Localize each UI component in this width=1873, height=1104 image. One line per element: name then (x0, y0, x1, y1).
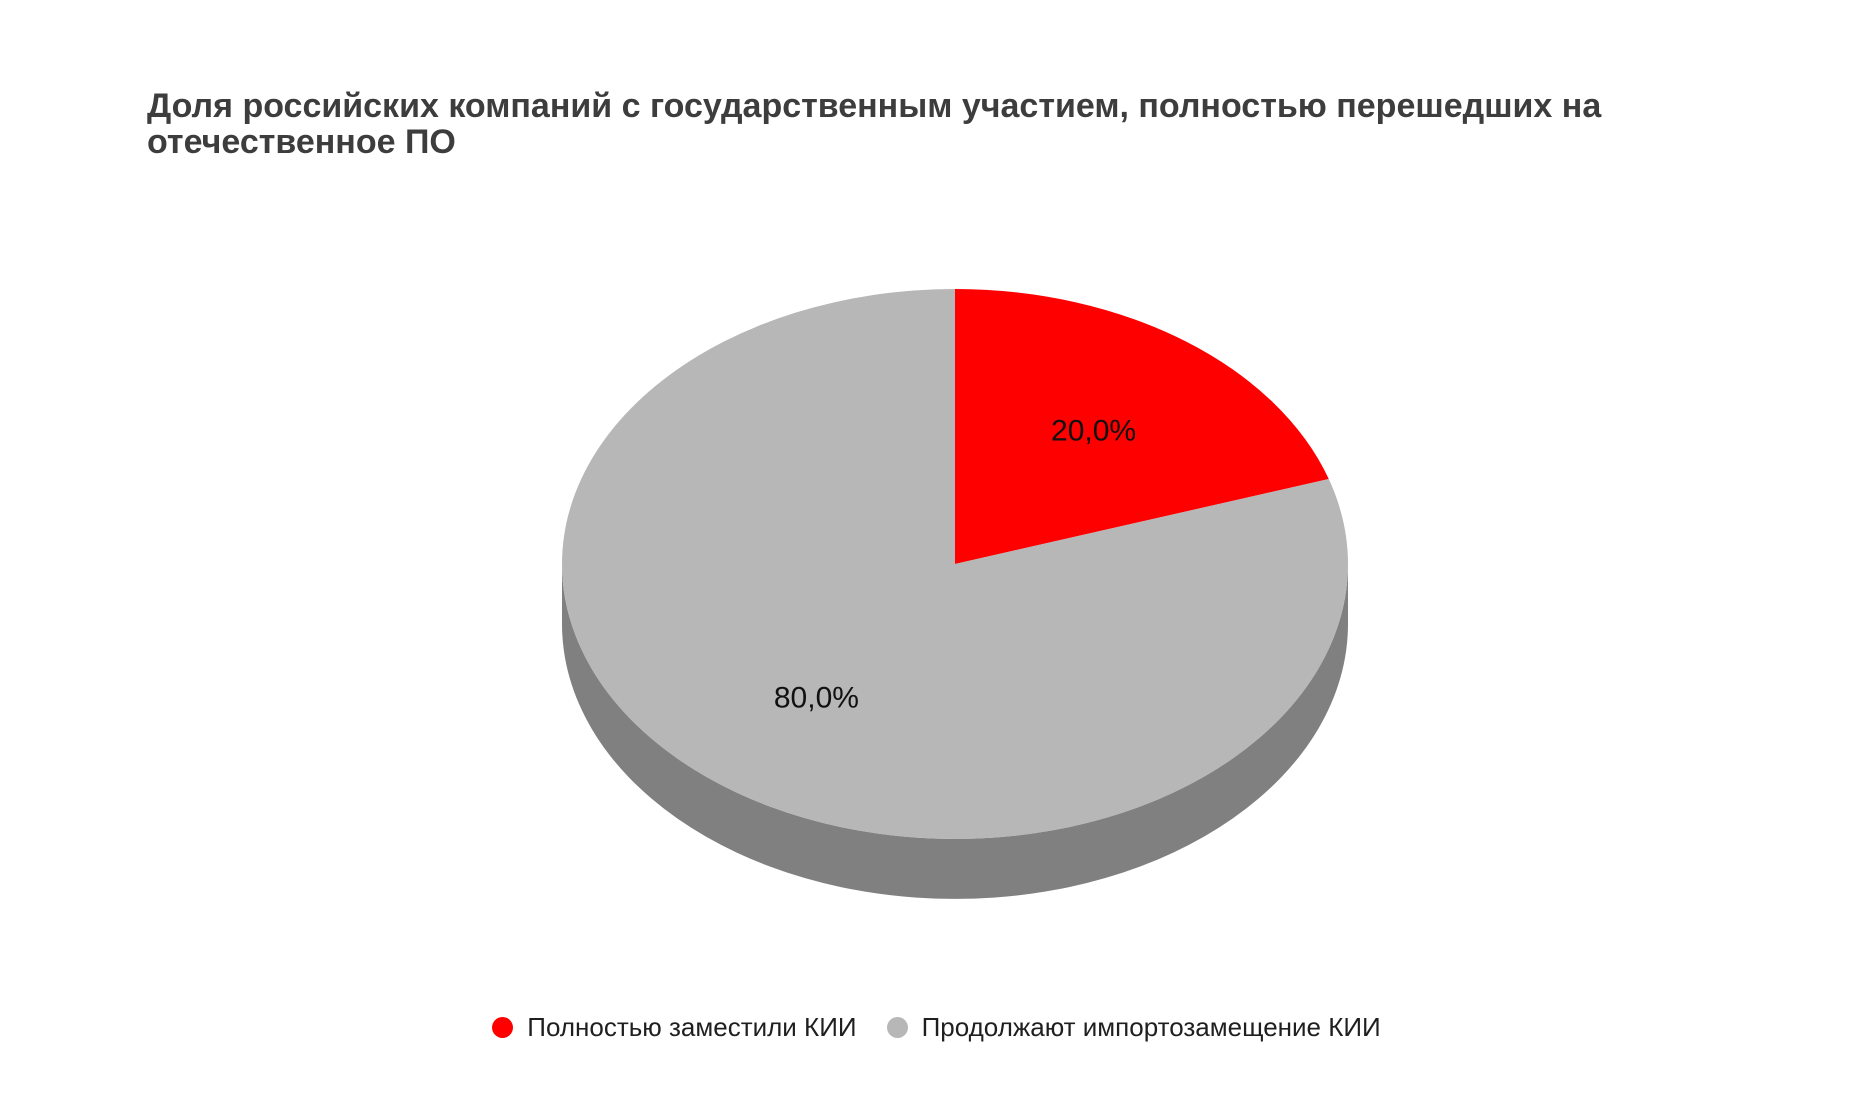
chart-title: Доля российских компаний с государственн… (147, 87, 1602, 161)
pie-slice-replaced[interactable] (955, 289, 1329, 564)
legend-label-continuing: Продолжают импортозамещение КИИ (921, 1012, 1381, 1042)
pie-slice-continuing[interactable] (562, 289, 1348, 839)
legend-label-replaced: Полностью заместили КИИ (527, 1012, 857, 1042)
pie-side (562, 564, 1348, 899)
legend: Полностью заместили КИИ Продолжают импор… (0, 1012, 1873, 1043)
legend-item-continuing[interactable]: Продолжают импортозамещение КИИ (886, 1012, 1381, 1043)
pie-label-continuing: 80,0% (774, 681, 859, 714)
pie-label-replaced: 20,0% (1051, 415, 1136, 448)
legend-item-replaced[interactable]: Полностью заместили КИИ (492, 1012, 857, 1043)
legend-marker-replaced (492, 1017, 514, 1038)
legend-marker-continuing (886, 1017, 908, 1038)
